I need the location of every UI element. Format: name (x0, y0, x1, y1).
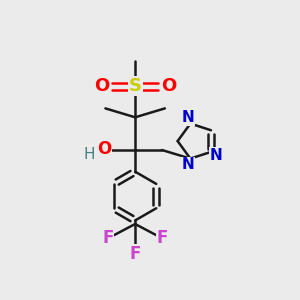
Text: H: H (83, 147, 95, 162)
Text: F: F (157, 229, 168, 247)
Text: F: F (130, 245, 141, 263)
Text: F: F (102, 229, 113, 247)
Text: O: O (161, 77, 176, 95)
Text: O: O (94, 77, 109, 95)
Text: O: O (97, 140, 111, 158)
Text: N: N (210, 148, 223, 163)
Text: N: N (182, 110, 195, 125)
Text: S: S (129, 77, 142, 95)
Text: N: N (182, 157, 195, 172)
